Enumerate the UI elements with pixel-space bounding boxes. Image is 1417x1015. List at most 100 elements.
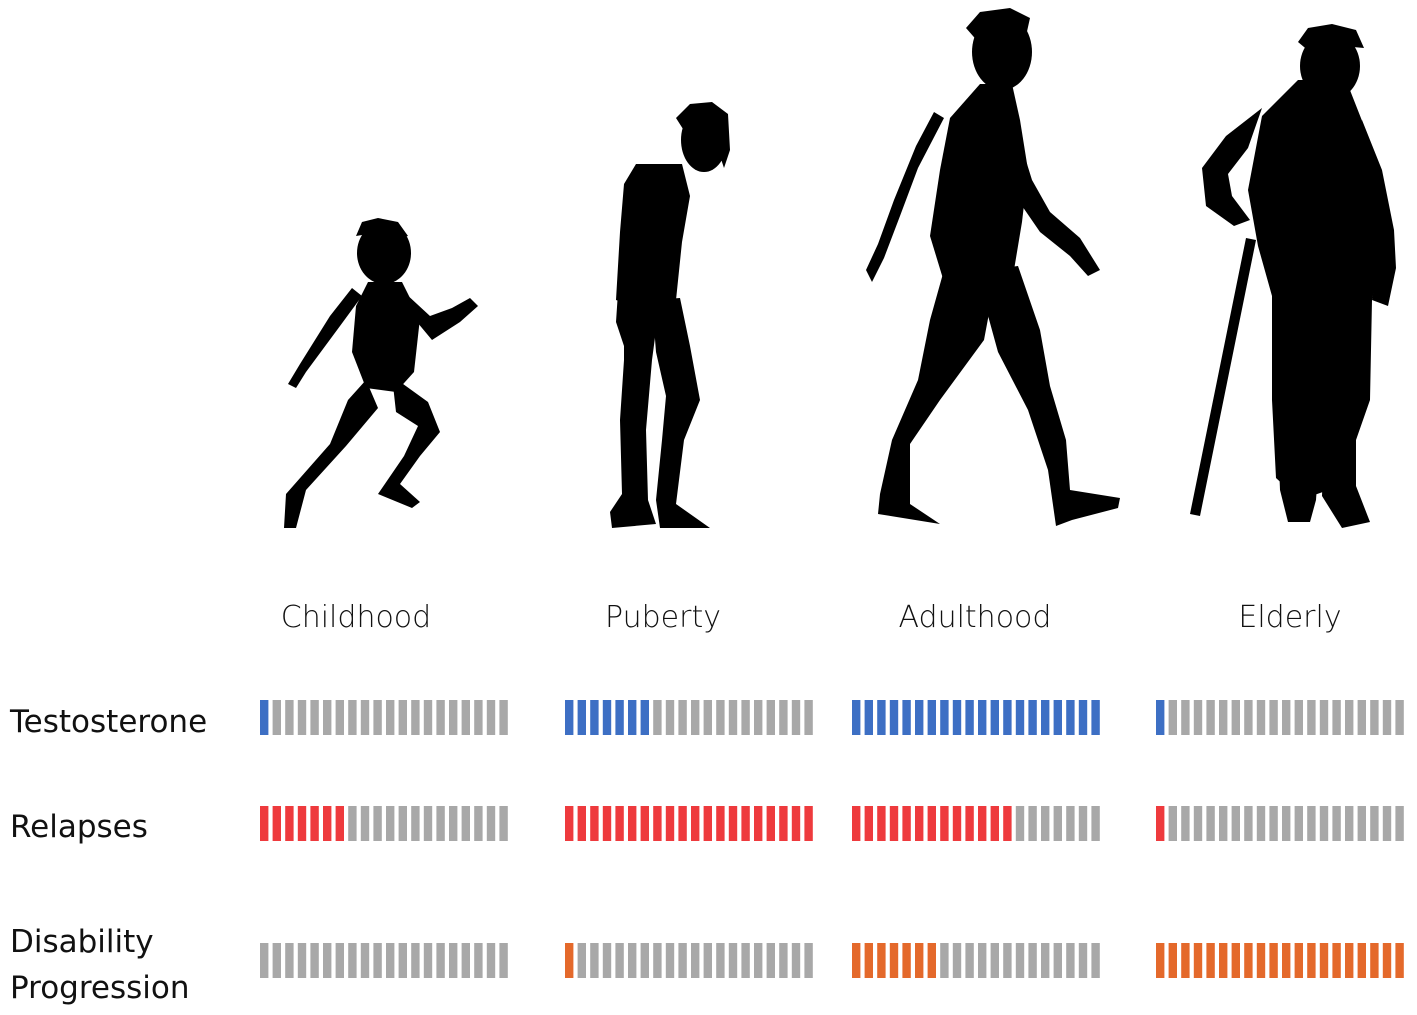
empty-segment — [423, 700, 433, 735]
empty-segment — [952, 943, 962, 978]
empty-segment — [461, 943, 470, 978]
empty-segment — [310, 943, 319, 978]
filled-segment — [1053, 700, 1062, 735]
empty-segment — [791, 700, 801, 735]
filled-segment — [877, 806, 886, 841]
running-child-silhouette-icon — [284, 218, 478, 528]
empty-segment — [335, 943, 344, 978]
empty-segment — [499, 943, 508, 978]
filled-segment — [1168, 943, 1177, 978]
standing-adolescent-silhouette-icon — [610, 102, 730, 528]
filled-segment — [889, 806, 899, 841]
empty-segment — [436, 943, 445, 978]
filled-segment — [927, 943, 936, 978]
filled-segment — [902, 700, 911, 735]
filled-segment — [565, 943, 574, 978]
filled-segment — [1256, 943, 1266, 978]
empty-segment — [1357, 700, 1366, 735]
filled-segment — [1028, 700, 1037, 735]
row-label-disability: Disability — [10, 924, 154, 960]
empty-segment — [398, 700, 407, 735]
filled-segment — [1382, 943, 1392, 978]
empty-segment — [1193, 806, 1203, 841]
empty-segment — [373, 806, 382, 841]
empty-segment — [323, 943, 332, 978]
empty-segment — [1091, 943, 1100, 978]
filled-segment — [703, 806, 712, 841]
filled-segment — [766, 806, 775, 841]
filled-segment — [577, 806, 586, 841]
filled-segment — [915, 943, 924, 978]
level-bar-disability-progression-elderly — [1156, 943, 1404, 978]
filled-segment — [1269, 943, 1278, 978]
filled-segment — [902, 943, 911, 978]
filled-segment — [1041, 700, 1050, 735]
row-label-testosterone: Testosterone — [9, 704, 207, 740]
stage-labels: Childhood Puberty Adulthood Elderly — [281, 600, 1342, 635]
filled-segment — [602, 700, 612, 735]
empty-segment — [1206, 700, 1215, 735]
filled-segment — [965, 700, 974, 735]
empty-segment — [260, 943, 269, 978]
filled-segment — [1091, 700, 1100, 735]
filled-segment — [1357, 943, 1366, 978]
level-bar-testosterone-elderly — [1156, 700, 1404, 735]
empty-segment — [461, 806, 470, 841]
empty-segment — [499, 700, 508, 735]
empty-segment — [779, 700, 788, 735]
empty-segment — [486, 943, 496, 978]
empty-segment — [1091, 806, 1100, 841]
filled-segment — [852, 700, 861, 735]
filled-segment — [978, 700, 987, 735]
empty-segment — [1332, 700, 1341, 735]
filled-segment — [678, 806, 687, 841]
empty-segment — [411, 943, 420, 978]
filled-segment — [990, 806, 999, 841]
empty-segment — [1256, 806, 1266, 841]
empty-segment — [1078, 806, 1088, 841]
empty-segment — [577, 943, 586, 978]
empty-segment — [628, 943, 637, 978]
level-bar-relapses-childhood — [260, 806, 508, 841]
filled-segment — [852, 943, 861, 978]
empty-segment — [486, 700, 496, 735]
filled-segment — [779, 806, 788, 841]
stage-label-childhood: Childhood — [281, 600, 431, 635]
empty-segment — [653, 700, 662, 735]
empty-segment — [940, 943, 949, 978]
empty-segment — [728, 943, 738, 978]
empty-segment — [1370, 806, 1379, 841]
walking-adult-silhouette-icon — [866, 8, 1120, 526]
empty-segment — [1319, 806, 1329, 841]
empty-segment — [398, 943, 407, 978]
empty-segment — [1307, 700, 1316, 735]
empty-segment — [1370, 700, 1379, 735]
empty-segment — [602, 943, 612, 978]
empty-segment — [373, 700, 382, 735]
empty-segment — [348, 943, 357, 978]
filled-segment — [1206, 943, 1215, 978]
empty-segment — [1332, 806, 1341, 841]
filled-segment — [927, 806, 936, 841]
empty-segment — [1357, 806, 1366, 841]
filled-segment — [628, 806, 637, 841]
filled-segment — [260, 700, 269, 735]
filled-segment — [602, 806, 612, 841]
empty-segment — [804, 700, 813, 735]
elderly-with-cane-silhouette-icon — [1190, 24, 1396, 528]
empty-segment — [1219, 700, 1228, 735]
filled-segment — [590, 806, 599, 841]
filled-segment — [864, 700, 873, 735]
empty-segment — [754, 943, 763, 978]
empty-segment — [449, 943, 458, 978]
empty-segment — [360, 700, 370, 735]
empty-segment — [449, 700, 458, 735]
filled-segment — [952, 700, 962, 735]
empty-segment — [791, 943, 801, 978]
empty-segment — [1244, 806, 1253, 841]
filled-segment — [927, 700, 936, 735]
filled-segment — [889, 943, 899, 978]
filled-segment — [640, 700, 649, 735]
filled-segment — [1282, 943, 1291, 978]
